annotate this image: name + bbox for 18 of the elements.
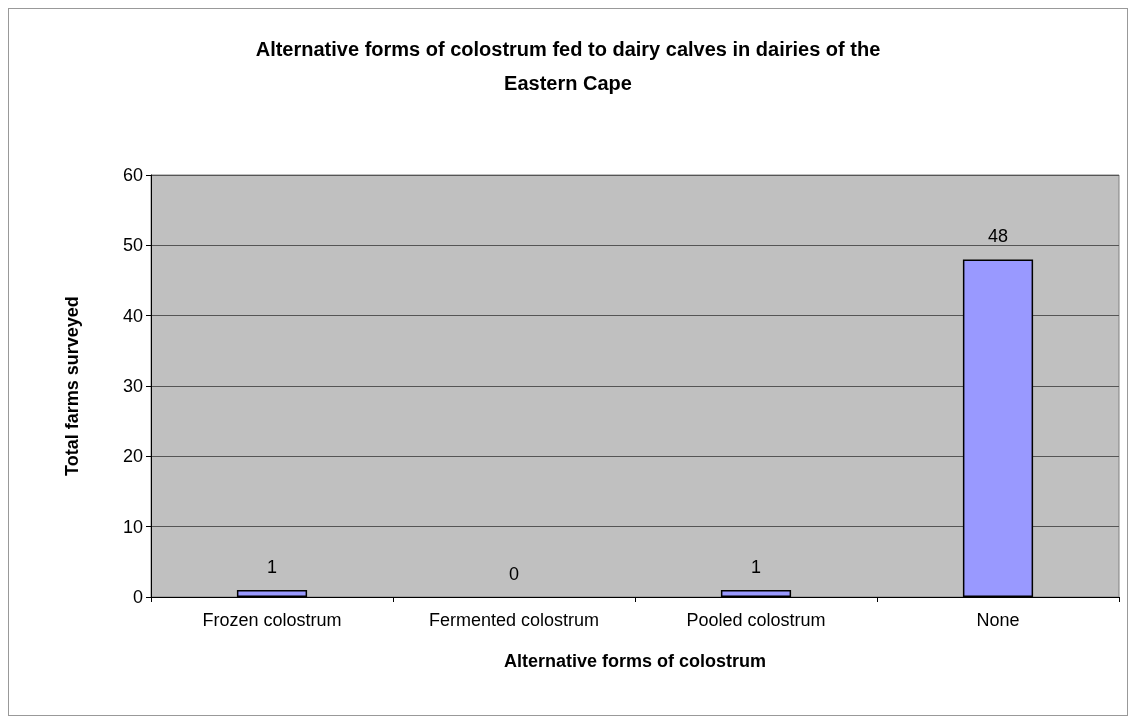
y-axis-title: Total farms surveyed [62,296,82,476]
y-tick-label: 20 [122,446,143,467]
x-tick-label: None [976,610,1020,630]
data-label: 1 [266,556,278,577]
chart-title: Alternative forms of colostrum fed to dairy calves in dairies of the Eastern Cape [255,38,881,94]
y-tick-label: 60 [122,165,143,185]
data-label: 1 [750,556,762,577]
y-tick-label: 10 [122,516,143,537]
x-tick-label: Frozen colostrum [202,610,342,630]
y-tick-label: 30 [122,376,143,396]
x-axis-title: Alternative forms of colostrum [503,651,767,671]
y-tick-label: 0 [132,587,143,607]
data-label: 48 [987,226,1009,247]
y-tick-label: 40 [122,305,143,326]
x-tick-label: Fermented colostrum [428,610,600,630]
x-tick-label: Pooled colostrum [686,610,826,630]
data-label: 0 [508,564,520,584]
y-tick-label: 50 [122,235,143,256]
